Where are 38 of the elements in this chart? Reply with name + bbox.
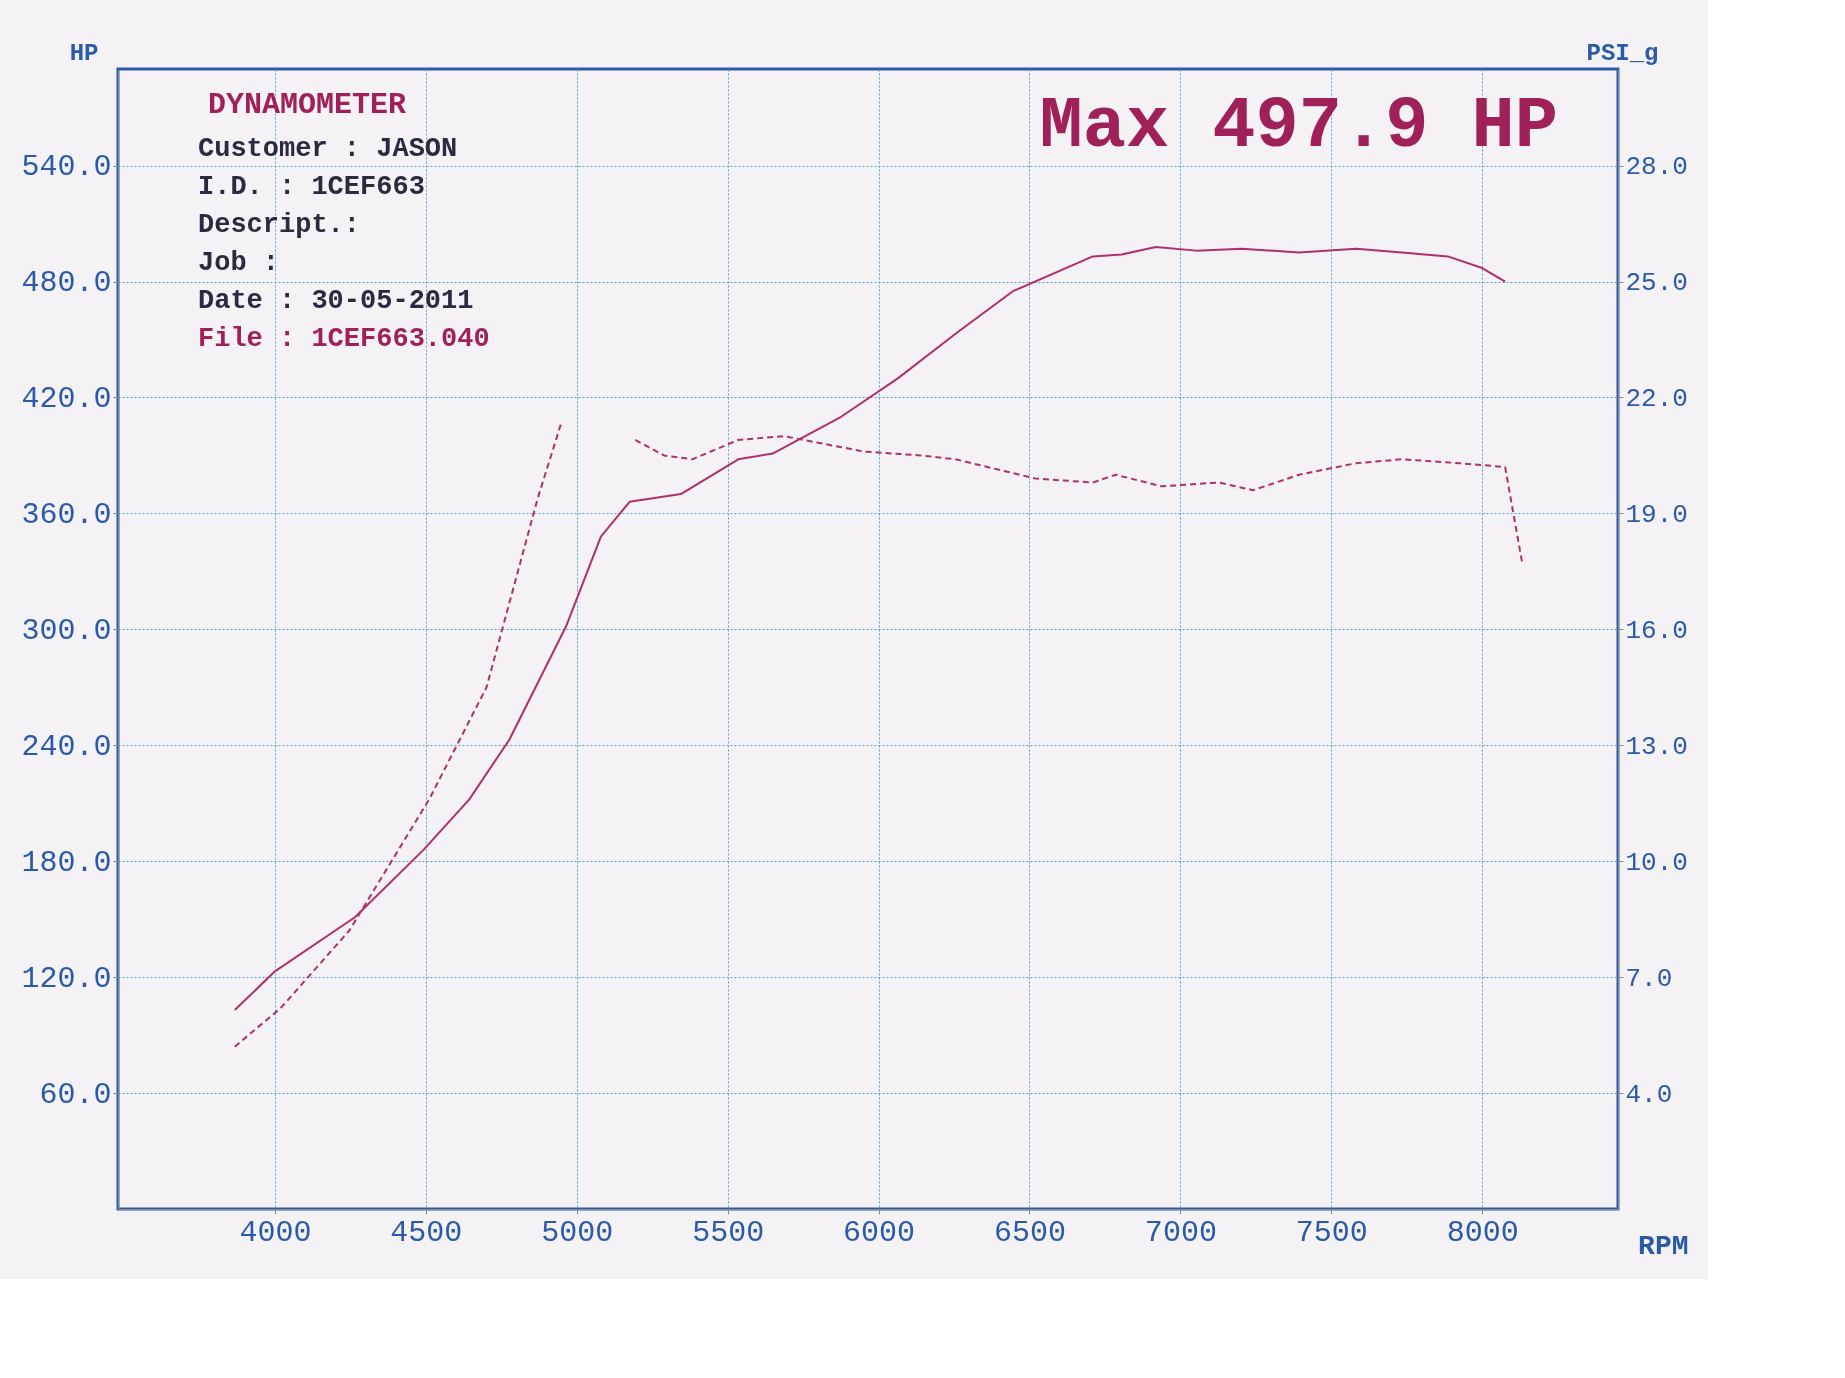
x-tick-label: 4000	[239, 1215, 312, 1250]
x-tick-label: 8000	[1446, 1215, 1519, 1250]
x-tick-label: 5000	[541, 1215, 614, 1250]
y-tick-label: 360.0	[21, 497, 112, 532]
annotation: Job :	[198, 248, 280, 278]
x-tick-label: 7500	[1295, 1215, 1368, 1250]
y-tick-label: 300.0	[21, 613, 112, 648]
y-tick-label: 60.0	[39, 1077, 112, 1112]
y-tick-label: 120.0	[21, 961, 112, 996]
x-axis-title: RPM	[1638, 1230, 1689, 1262]
annotation: DYNAMOMETER	[208, 88, 407, 122]
y2-tick-label: 25.0	[1625, 268, 1688, 299]
y-tick-label: 480.0	[21, 266, 112, 301]
y2-tick-label: 19.0	[1625, 499, 1688, 530]
y2-tick-label: 7.0	[1625, 963, 1673, 994]
y-tick-label: 240.0	[21, 729, 112, 764]
x-tick-label: 5500	[692, 1215, 765, 1250]
y-tick-label: 180.0	[21, 845, 112, 880]
y-axis-title: HP	[69, 39, 99, 67]
x-tick-label: 4500	[390, 1215, 463, 1250]
y-tick-label: 420.0	[21, 381, 112, 416]
annotation: Customer : JASON	[198, 134, 458, 164]
x-tick-label: 7000	[1144, 1215, 1217, 1250]
y2-tick-label: 16.0	[1625, 615, 1688, 646]
y2-axis-title: PSI_g	[1586, 39, 1659, 67]
annotation: Date : 30-05-2011	[198, 286, 474, 316]
annotation: Descript.:	[198, 210, 361, 240]
y-tick-label: 540.0	[21, 150, 112, 185]
y2-tick-label: 13.0	[1625, 731, 1688, 762]
annotation: Max 497.9 HP	[1039, 86, 1558, 168]
y2-tick-label: 28.0	[1625, 152, 1688, 183]
y2-tick-label: 22.0	[1625, 383, 1688, 414]
y2-tick-label: 10.0	[1625, 847, 1688, 878]
annotation: I.D. : 1CEF663	[198, 172, 425, 202]
annotation: File : 1CEF663.040	[198, 324, 490, 354]
x-tick-label: 6000	[843, 1215, 916, 1250]
y2-tick-label: 4.0	[1625, 1079, 1673, 1110]
x-tick-label: 6500	[993, 1215, 1066, 1250]
